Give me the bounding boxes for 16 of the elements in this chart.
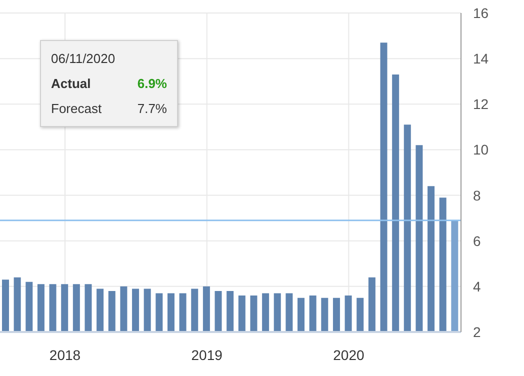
annotation: Actual xyxy=(51,76,91,91)
y-tick-label: 2 xyxy=(473,324,481,340)
annotation: 06/11/2020 xyxy=(51,51,116,66)
annotation: 6.9% xyxy=(137,76,167,91)
annotation: Forecast xyxy=(51,101,102,116)
x-tick-label: 2018 xyxy=(49,346,81,363)
x-tick-label: 2020 xyxy=(333,346,364,363)
annotation: 7.7% xyxy=(137,101,167,116)
y-tick-label: 16 xyxy=(473,4,489,21)
y-tick-label: 12 xyxy=(473,96,489,112)
y-tick-label: 6 xyxy=(473,232,481,249)
y-tick-label: 14 xyxy=(473,50,489,67)
y-tick-label: 4 xyxy=(473,278,481,294)
y-tick-label: 8 xyxy=(473,187,481,204)
x-tick-label: 2019 xyxy=(191,346,223,363)
y-tick-label: 10 xyxy=(473,142,489,158)
